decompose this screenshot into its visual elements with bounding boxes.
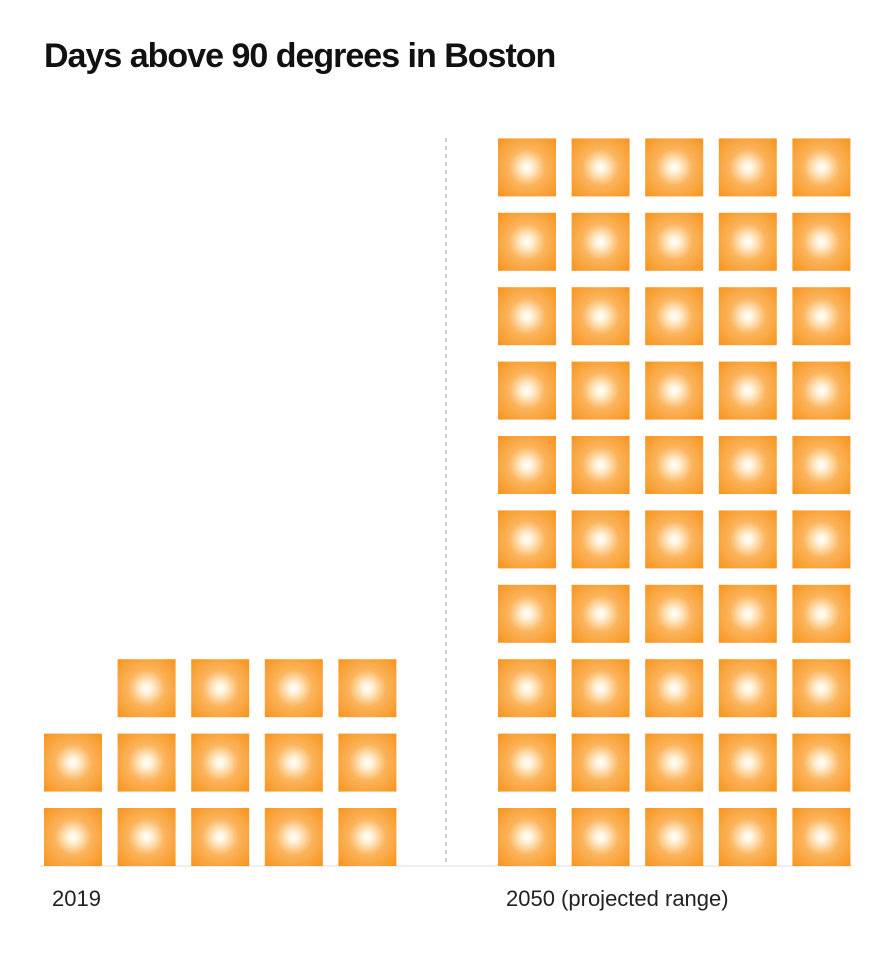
day-square bbox=[264, 808, 323, 866]
day-square bbox=[792, 808, 851, 866]
day-square bbox=[645, 584, 704, 643]
day-square bbox=[792, 733, 851, 792]
day-square bbox=[498, 361, 556, 420]
day-square bbox=[117, 659, 176, 718]
day-square bbox=[338, 659, 397, 718]
day-square bbox=[117, 808, 176, 866]
day-square bbox=[718, 584, 777, 643]
day-square bbox=[718, 138, 777, 197]
day-square bbox=[571, 510, 630, 569]
category-label: 2050 (projected range) bbox=[506, 886, 729, 911]
day-square bbox=[338, 733, 397, 792]
day-square bbox=[264, 733, 323, 792]
day-square bbox=[792, 436, 851, 494]
day-square bbox=[792, 287, 851, 346]
day-square bbox=[792, 584, 851, 643]
day-square bbox=[44, 733, 102, 792]
day-square bbox=[498, 212, 556, 271]
day-square bbox=[44, 808, 102, 866]
day-square bbox=[645, 436, 704, 494]
day-square bbox=[718, 361, 777, 420]
day-square bbox=[718, 212, 777, 271]
day-square bbox=[792, 510, 851, 569]
day-square bbox=[645, 733, 704, 792]
day-square bbox=[498, 733, 556, 792]
day-square bbox=[645, 659, 704, 718]
day-square bbox=[571, 212, 630, 271]
day-square bbox=[191, 808, 250, 866]
category-label: 2019 bbox=[52, 886, 101, 911]
day-square bbox=[792, 659, 851, 718]
day-square bbox=[718, 287, 777, 346]
day-square bbox=[498, 436, 556, 494]
day-square bbox=[117, 733, 176, 792]
day-square bbox=[571, 361, 630, 420]
day-square bbox=[571, 138, 630, 197]
day-square bbox=[571, 287, 630, 346]
day-square bbox=[338, 808, 397, 866]
day-square bbox=[571, 659, 630, 718]
day-square bbox=[645, 361, 704, 420]
day-square bbox=[571, 808, 630, 866]
day-square bbox=[792, 361, 851, 420]
day-square bbox=[645, 138, 704, 197]
chart-title: Days above 90 degrees in Boston bbox=[44, 37, 555, 75]
day-square bbox=[191, 733, 250, 792]
day-square bbox=[645, 287, 704, 346]
day-square bbox=[645, 808, 704, 866]
day-square bbox=[792, 138, 851, 197]
day-square bbox=[498, 287, 556, 346]
day-square bbox=[645, 212, 704, 271]
day-square bbox=[191, 659, 250, 718]
day-square bbox=[498, 138, 556, 197]
day-square bbox=[571, 584, 630, 643]
day-square bbox=[792, 212, 851, 271]
day-square bbox=[718, 510, 777, 569]
day-square bbox=[498, 584, 556, 643]
day-square bbox=[498, 808, 556, 866]
day-square bbox=[498, 510, 556, 569]
day-square bbox=[718, 659, 777, 718]
day-square bbox=[645, 510, 704, 569]
day-square bbox=[718, 808, 777, 866]
day-square bbox=[718, 436, 777, 494]
day-square bbox=[498, 659, 556, 718]
day-square bbox=[571, 733, 630, 792]
day-square bbox=[718, 733, 777, 792]
day-square bbox=[264, 659, 323, 718]
day-square bbox=[571, 436, 630, 494]
